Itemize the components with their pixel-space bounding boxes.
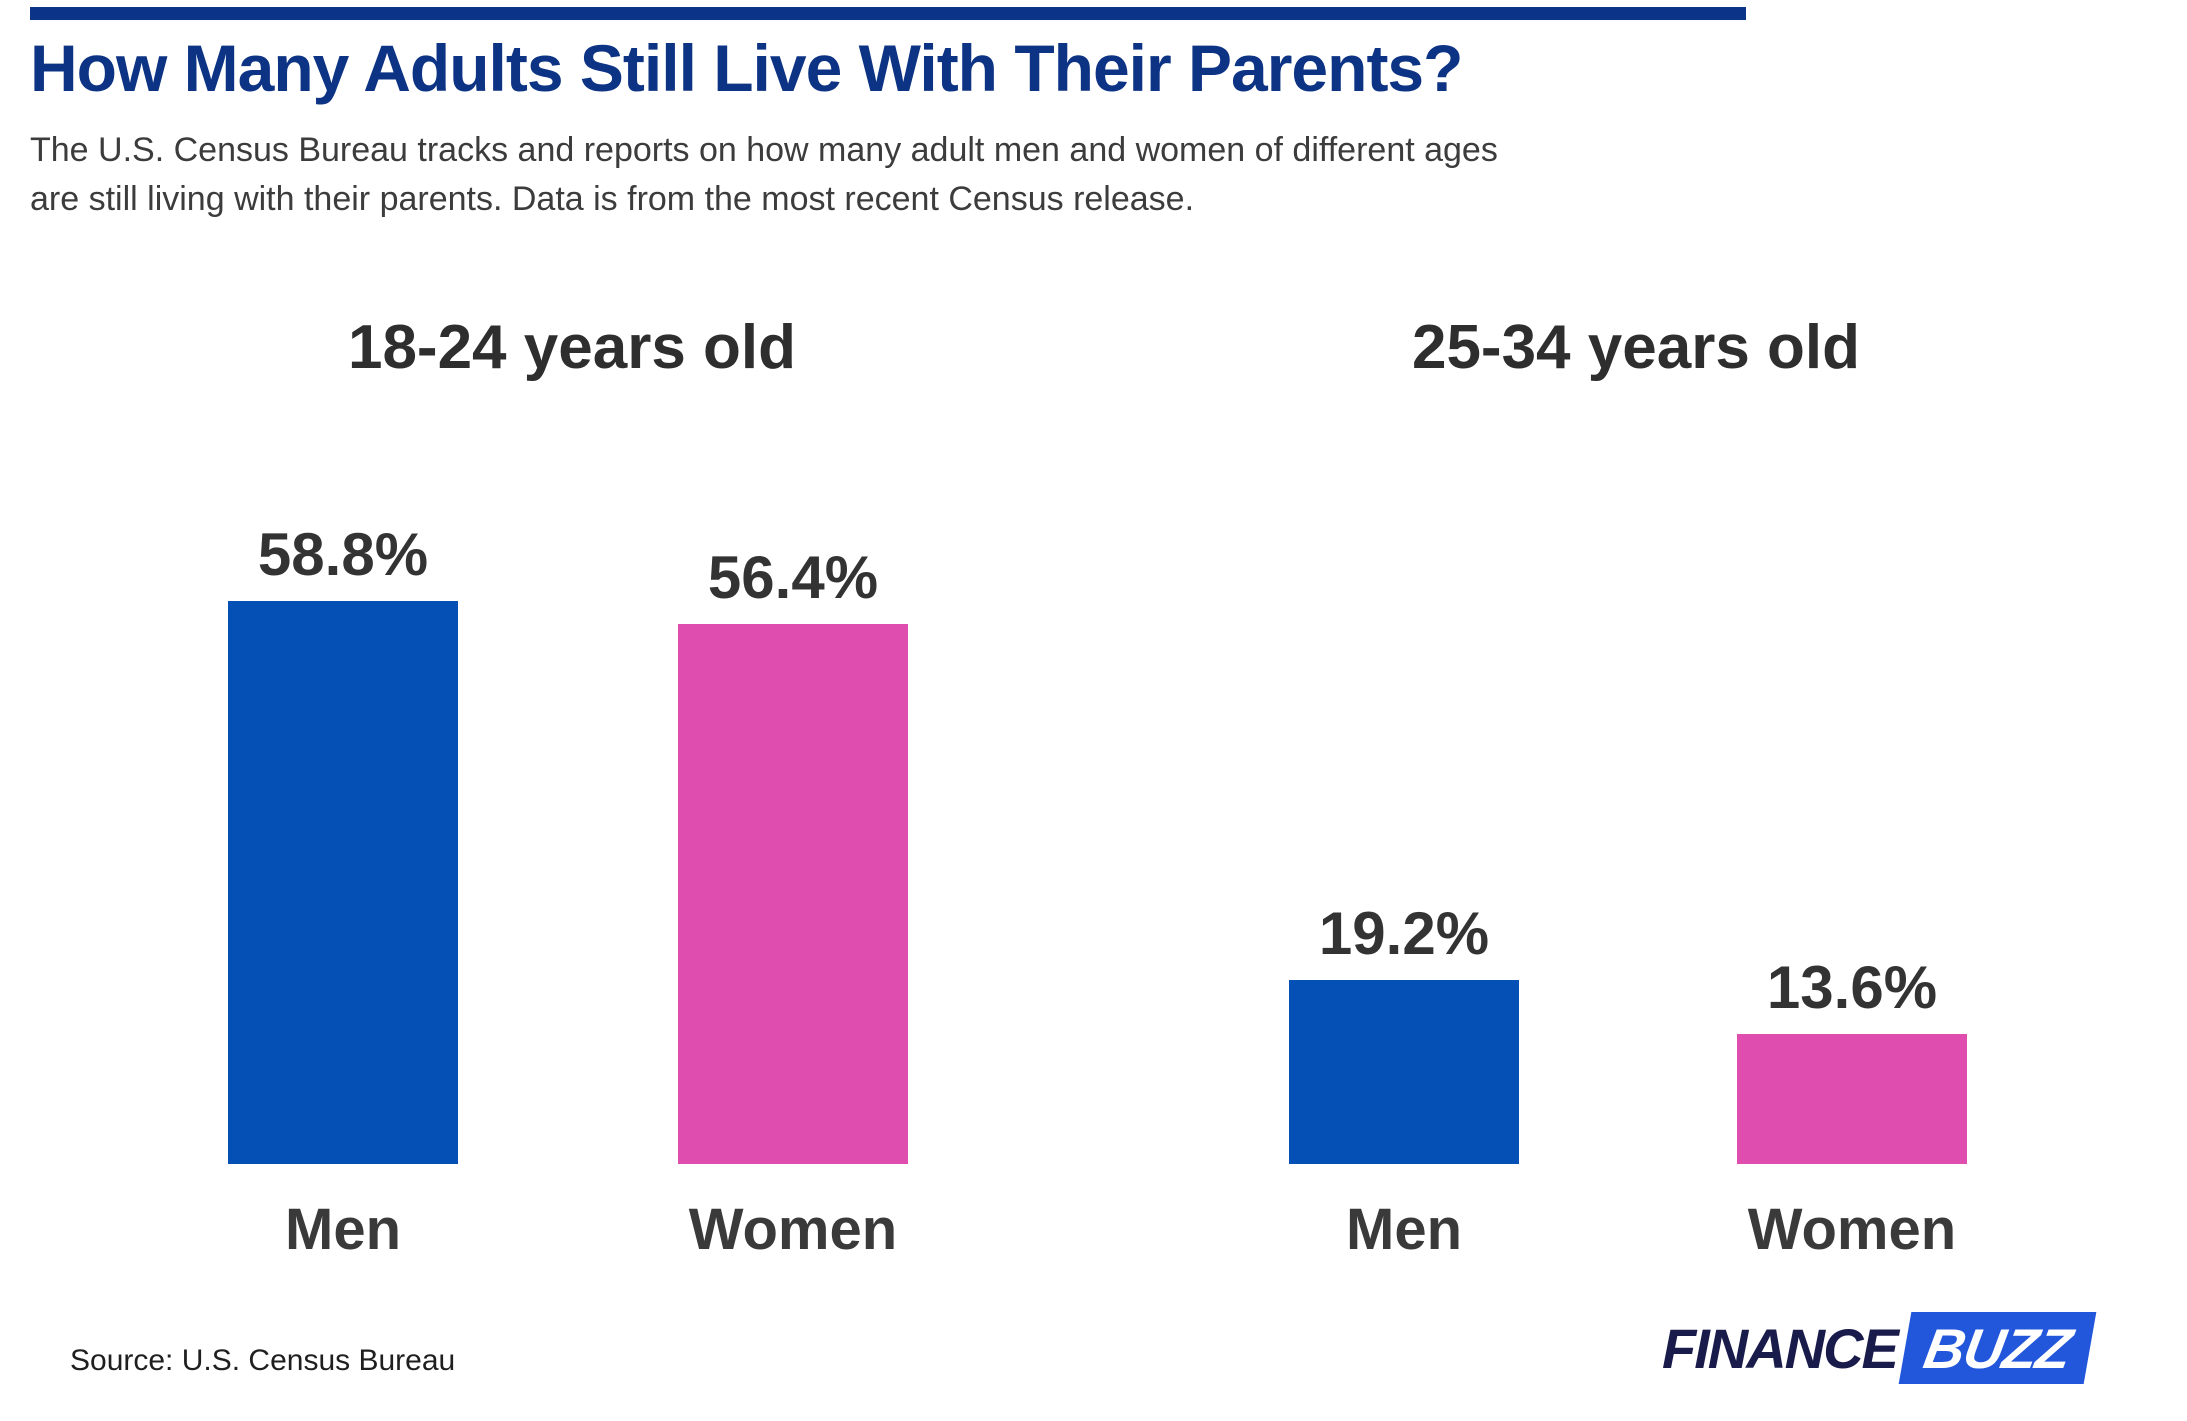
bar-women-25-34 (1737, 1034, 1967, 1164)
subtitle-line-1: The U.S. Census Bureau tracks and report… (30, 131, 1498, 169)
logo-buzz-box: BUZZ (1898, 1312, 2097, 1384)
bar-column-men-18-24: 58.8% (228, 520, 458, 1164)
financebuzz-logo: FINANCE BUZZ (1662, 1312, 2097, 1384)
bar-value-label: 19.2% (1318, 900, 1490, 967)
category-label-women-18-24: Women (688, 1197, 898, 1262)
bar-value-label: 56.4% (707, 544, 879, 611)
bar-women-18-24 (678, 624, 908, 1164)
category-label-women-25-34: Women (1747, 1197, 1957, 1262)
chart-title: How Many Adults Still Live With Their Pa… (30, 31, 1463, 105)
bar-column-women-25-34: 13.6% (1737, 953, 1967, 1164)
category-label-men-18-24: Men (285, 1197, 401, 1262)
category-label-men-25-34: Men (1346, 1197, 1462, 1262)
bar-column-women-18-24: 56.4% (678, 543, 908, 1164)
bar-men-25-34 (1289, 980, 1519, 1164)
chart-subtitle: The U.S. Census Bureau tracks and report… (30, 126, 1498, 225)
logo-finance-text: FINANCE (1662, 1316, 1899, 1380)
group-title-25-34: 25-34 years old (1411, 313, 1861, 382)
group-title-18-24: 18-24 years old (347, 313, 797, 382)
logo-buzz-text: BUZZ (1919, 1316, 2076, 1380)
bar-column-men-25-34: 19.2% (1289, 899, 1519, 1164)
source-note: Source: U.S. Census Bureau (70, 1344, 456, 1377)
subtitle-line-2: are still living with their parents. Dat… (30, 180, 1195, 219)
bar-value-label: 58.8% (257, 521, 429, 588)
accent-bar (30, 7, 1746, 20)
bar-value-label: 13.6% (1766, 954, 1938, 1021)
bar-men-18-24 (228, 601, 458, 1164)
